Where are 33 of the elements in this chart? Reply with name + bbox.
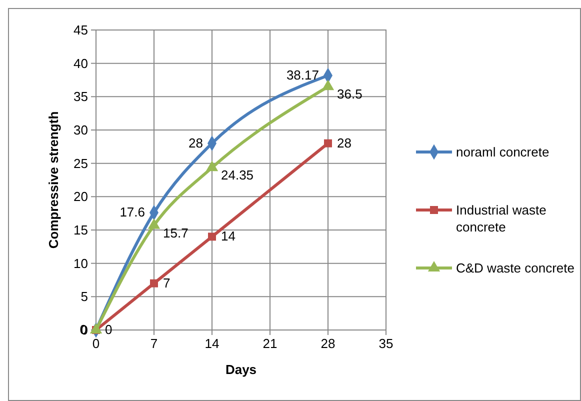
- data-label: 14: [221, 228, 236, 244]
- y-tick-label: 15: [74, 222, 88, 238]
- legend-label: C&D waste concrete: [456, 260, 574, 276]
- y-axis-title: Compressive strength: [46, 111, 61, 249]
- y-tick-label: 35: [74, 89, 88, 104]
- y-tick-label: 10: [74, 256, 88, 271]
- data-label: 15.7: [163, 225, 188, 240]
- data-label: 28: [188, 135, 203, 150]
- y-tick-label: 30: [74, 122, 88, 138]
- y-tick-label: 20: [74, 189, 88, 204]
- data-label: 0: [105, 322, 112, 337]
- y-tick-label: 45: [74, 22, 88, 38]
- y-tick-label: 25: [74, 156, 88, 171]
- x-tick-label: 21: [262, 336, 278, 351]
- y-tick-label: 5: [80, 289, 88, 304]
- x-axis-title: Days: [225, 362, 257, 377]
- x-tick-label: 14: [204, 336, 220, 351]
- x-tick-label: 7: [150, 336, 158, 351]
- x-tick-label: 28: [320, 336, 336, 351]
- point: [324, 139, 332, 148]
- legend-label: Industrial waste concrete: [456, 202, 546, 234]
- legend-label: noraml concrete: [456, 144, 550, 160]
- x-tick-label: 0: [92, 336, 100, 351]
- data-label: 7: [163, 275, 170, 290]
- point: [208, 232, 216, 241]
- data-label: 17.6: [120, 204, 145, 220]
- data-label: 24.35: [221, 168, 254, 183]
- y-tick-label: 40: [74, 56, 88, 71]
- data-label: 28: [337, 135, 352, 150]
- point: [150, 279, 158, 288]
- x-tick-label: 35: [378, 336, 394, 351]
- data-label: 38.17: [286, 68, 319, 83]
- data-label: 36.5: [337, 86, 362, 102]
